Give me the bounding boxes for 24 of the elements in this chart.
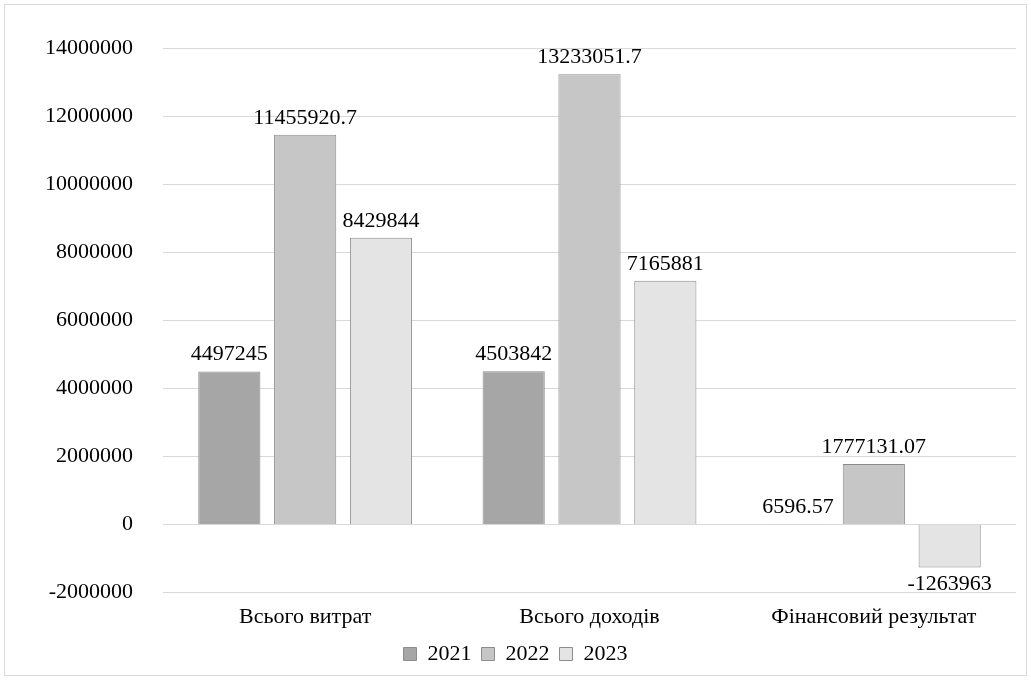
data-label: 8429844 — [342, 206, 420, 232]
x-tick-label: Всього доходів — [519, 602, 660, 628]
y-tick-label: 2000000 — [56, 442, 133, 468]
data-label: 6596.57 — [762, 493, 834, 519]
y-tick-label: 10000000 — [45, 170, 133, 196]
data-label: 13233051.7 — [537, 43, 642, 69]
y-tick-label: 14000000 — [45, 33, 133, 59]
legend-label: 2022 — [505, 639, 550, 665]
y-tick-label: 6000000 — [56, 306, 133, 332]
data-label: 1777131.07 — [821, 432, 927, 458]
y-tick-label: 0 — [122, 510, 133, 536]
y-tick-label: -2000000 — [48, 578, 133, 604]
data-label: 7165881 — [626, 249, 704, 275]
y-tick-label: 4000000 — [56, 374, 133, 400]
y-tick-label: 12000000 — [45, 102, 133, 128]
data-label: 11455920.7 — [253, 103, 358, 129]
legend-label: 2023 — [583, 639, 628, 665]
legend-label: 2021 — [427, 639, 472, 665]
x-tick-label: Фінансовий результат — [771, 602, 977, 628]
data-label: 4497245 — [190, 340, 268, 366]
y-tick-label: 8000000 — [56, 238, 133, 264]
x-tick-label: Всього витрат — [239, 602, 372, 628]
data-label: 4503842 — [475, 340, 553, 366]
data-label: -1263963 — [907, 570, 992, 596]
